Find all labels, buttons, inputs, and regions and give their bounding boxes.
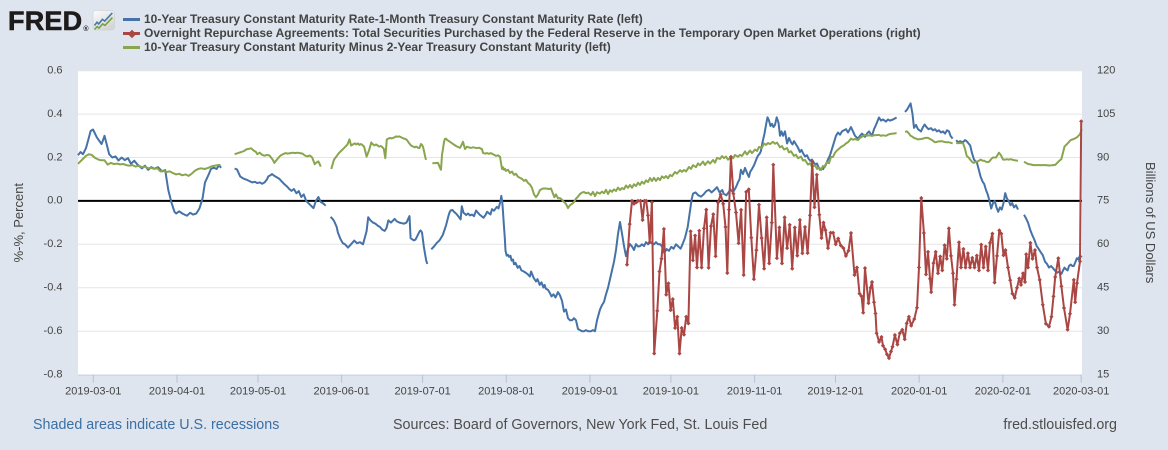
svg-text:0.6: 0.6 bbox=[47, 65, 62, 77]
svg-text:45: 45 bbox=[1097, 282, 1109, 294]
svg-text:2019-08-01: 2019-08-01 bbox=[478, 386, 534, 398]
svg-text:2019-04-01: 2019-04-01 bbox=[149, 386, 205, 398]
svg-text:105: 105 bbox=[1097, 108, 1115, 120]
svg-text:2020-02-01: 2020-02-01 bbox=[975, 386, 1031, 398]
svg-text:0.2: 0.2 bbox=[47, 151, 62, 163]
svg-text:2019-12-01: 2019-12-01 bbox=[807, 386, 863, 398]
svg-text:2020-01-01: 2020-01-01 bbox=[891, 386, 947, 398]
svg-text:2019-06-01: 2019-06-01 bbox=[313, 386, 369, 398]
svg-text:0.4: 0.4 bbox=[47, 108, 62, 120]
svg-text:2020-03-01: 2020-03-01 bbox=[1053, 386, 1109, 398]
svg-text:60: 60 bbox=[1097, 238, 1109, 250]
svg-text:15: 15 bbox=[1097, 368, 1109, 380]
svg-text:90: 90 bbox=[1097, 151, 1109, 163]
svg-text:75: 75 bbox=[1097, 195, 1109, 207]
svg-text:-0.8: -0.8 bbox=[44, 368, 63, 380]
svg-text:2019-09-01: 2019-09-01 bbox=[562, 386, 618, 398]
svg-text:120: 120 bbox=[1097, 65, 1115, 77]
svg-text:Billions of US Dollars: Billions of US Dollars bbox=[1143, 162, 1158, 284]
svg-text:2019-03-01: 2019-03-01 bbox=[65, 386, 121, 398]
svg-text:-0.2: -0.2 bbox=[44, 238, 63, 250]
svg-text:2019-05-01: 2019-05-01 bbox=[230, 386, 286, 398]
svg-text:0.0: 0.0 bbox=[47, 195, 62, 207]
svg-text:2019-07-01: 2019-07-01 bbox=[394, 386, 450, 398]
svg-text:2019-10-01: 2019-10-01 bbox=[643, 386, 699, 398]
svg-text:-0.6: -0.6 bbox=[44, 325, 63, 337]
svg-text:2019-11-01: 2019-11-01 bbox=[727, 386, 782, 398]
svg-text:30: 30 bbox=[1097, 325, 1109, 337]
svg-text:-0.4: -0.4 bbox=[44, 282, 63, 294]
svg-text:%-%, Percent: %-%, Percent bbox=[11, 183, 26, 263]
